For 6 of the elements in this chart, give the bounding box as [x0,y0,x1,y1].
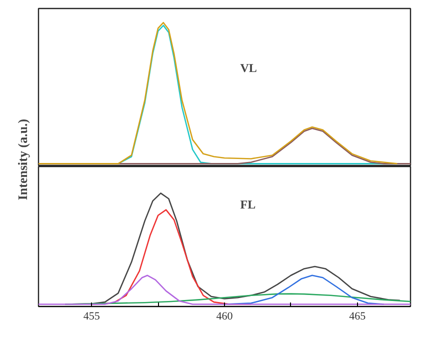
x-tick-label: 455 [83,310,100,322]
x-tick-label: 460 [216,310,234,322]
x-tick-label: 465 [349,310,366,322]
annotation: FL [240,197,256,212]
y-axis-title: Intensity (a.u.) [15,118,30,200]
annotation: VL [240,61,257,76]
